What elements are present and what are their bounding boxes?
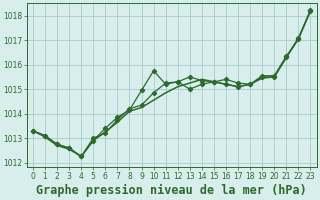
X-axis label: Graphe pression niveau de la mer (hPa): Graphe pression niveau de la mer (hPa) [36,183,307,197]
